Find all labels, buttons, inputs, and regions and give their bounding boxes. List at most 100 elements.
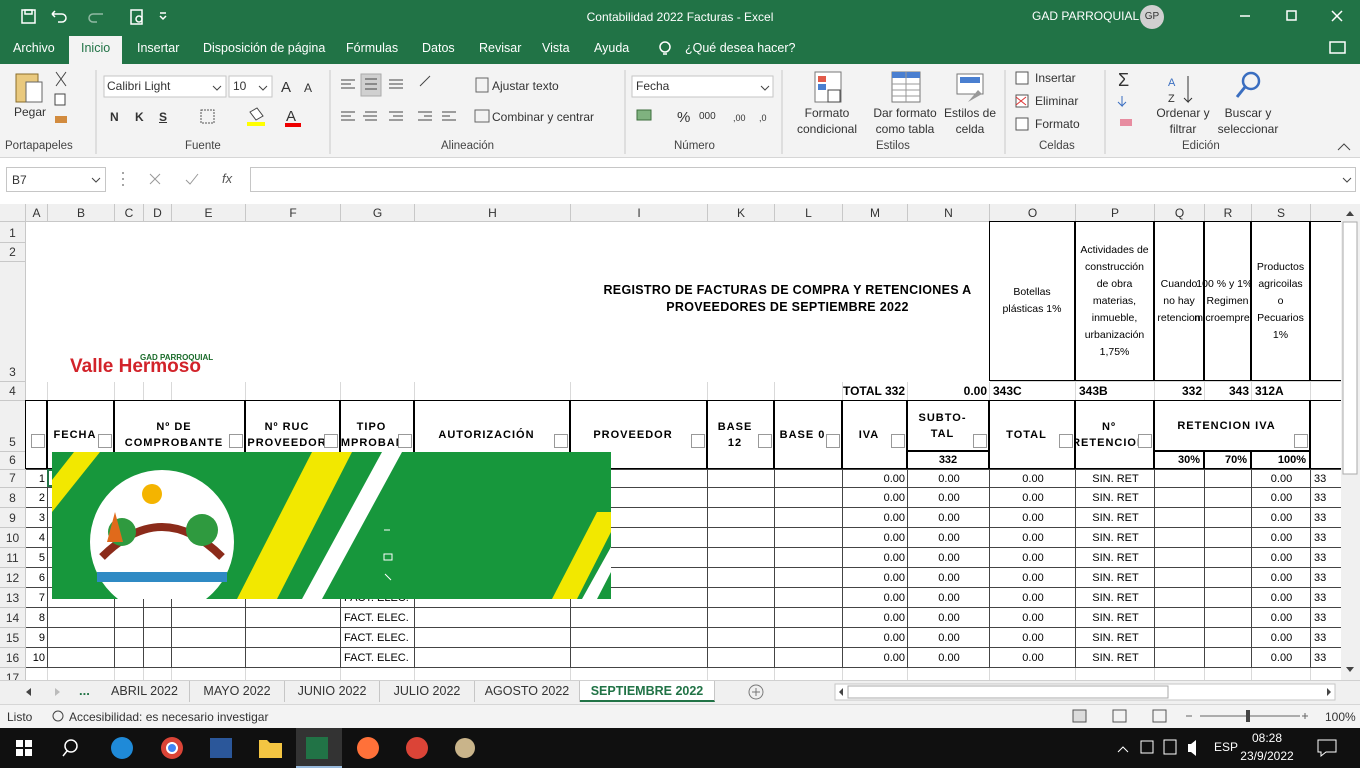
cell[interactable] (1252, 488, 1311, 508)
record-cell[interactable]: SIN. RET (1092, 572, 1139, 584)
corner[interactable] (0, 204, 26, 222)
zoom-level[interactable]: 100% (1325, 710, 1356, 724)
cell[interactable] (1076, 608, 1155, 628)
column-title[interactable]: IVA (842, 400, 907, 469)
conditional-format[interactable]: Formato condicional (796, 106, 858, 136)
record-cell[interactable]: 0.00 (1022, 572, 1044, 584)
cell[interactable] (115, 628, 144, 648)
record-cell[interactable]: 0.00 (938, 473, 960, 485)
column-header[interactable]: E (172, 204, 246, 222)
column-header[interactable]: P (1076, 204, 1155, 222)
cell[interactable] (1155, 648, 1205, 668)
cell[interactable] (1076, 648, 1155, 668)
total-cell[interactable]: 343 (1228, 384, 1249, 398)
cell[interactable] (571, 528, 708, 548)
column-header[interactable]: N (908, 204, 990, 222)
cell[interactable] (172, 668, 246, 680)
delete-cells[interactable]: Eliminar (1035, 94, 1079, 108)
cell[interactable] (246, 648, 341, 668)
tax-note-box[interactable] (1310, 221, 1341, 381)
column-header[interactable]: B (48, 204, 115, 222)
cell[interactable] (990, 648, 1076, 668)
header-cell[interactable] (1310, 400, 1341, 469)
cell[interactable] (144, 382, 172, 401)
cell[interactable] (1252, 508, 1311, 528)
cell[interactable] (26, 382, 48, 401)
cell[interactable] (708, 508, 775, 528)
retention-rate[interactable]: 70% (1204, 451, 1251, 469)
cell[interactable] (1155, 668, 1205, 680)
cell[interactable] (1311, 262, 1341, 382)
record-cell[interactable]: 0.00 (938, 652, 960, 664)
total-cell[interactable]: 312A (1255, 384, 1284, 398)
font-name[interactable]: Calibri Light (107, 79, 171, 93)
record-cell[interactable]: 0.00 (883, 552, 905, 564)
cell[interactable] (708, 528, 775, 548)
cell[interactable] (843, 470, 908, 488)
cell[interactable] (1252, 668, 1311, 680)
sheet-tab[interactable]: JULIO 2022 (380, 681, 475, 702)
cell[interactable] (1155, 588, 1205, 608)
filter-button[interactable] (98, 434, 112, 448)
filter-button[interactable] (691, 434, 705, 448)
record-cell[interactable]: 0.00 (1022, 492, 1044, 504)
clock-date[interactable]: 23/9/2022 (1240, 749, 1294, 763)
total-cell[interactable]: 343C (993, 384, 1022, 398)
cell[interactable] (908, 668, 990, 680)
cell[interactable] (115, 668, 144, 680)
row-header[interactable]: 3 (0, 262, 26, 382)
cell[interactable] (415, 648, 571, 668)
cell[interactable] (246, 668, 341, 680)
insert-function[interactable]: fx (222, 171, 233, 186)
ribbon-tab[interactable]: Vista (542, 41, 570, 55)
cell[interactable] (1311, 528, 1341, 548)
cell[interactable] (415, 608, 571, 628)
ribbon-tab[interactable]: Revisar (479, 41, 522, 55)
cell[interactable] (1252, 608, 1311, 628)
filter-button[interactable] (826, 434, 840, 448)
cell[interactable] (1205, 488, 1252, 508)
cell[interactable] (708, 588, 775, 608)
record-cell[interactable]: 8 (38, 612, 45, 624)
input-language[interactable]: ESP (1214, 740, 1239, 754)
filter-button[interactable] (973, 434, 987, 448)
ribbon-tab[interactable]: Fórmulas (346, 41, 399, 55)
cell[interactable] (990, 588, 1076, 608)
record-cell[interactable]: 0.00 (938, 632, 960, 644)
cell[interactable] (708, 470, 775, 488)
column-header[interactable]: L (775, 204, 843, 222)
cell[interactable] (1076, 508, 1155, 528)
formula-input[interactable] (250, 167, 1356, 192)
cell[interactable] (1205, 528, 1252, 548)
total-cell[interactable]: 343B (1079, 384, 1108, 398)
ribbon-tab[interactable]: Archivo (13, 41, 55, 55)
cell[interactable] (775, 470, 843, 488)
cell[interactable] (1311, 508, 1341, 528)
cell[interactable] (775, 548, 843, 568)
cell[interactable] (341, 608, 415, 628)
record-cell[interactable]: 33 (1314, 532, 1327, 544)
record-cell[interactable]: SIN. RET (1092, 532, 1139, 544)
insert-cells[interactable]: Insertar (1035, 71, 1076, 85)
record-cell[interactable]: 10 (32, 652, 45, 664)
cell[interactable] (115, 648, 144, 668)
cell[interactable] (48, 648, 115, 668)
column-header[interactable]: S (1252, 204, 1311, 222)
cell[interactable] (908, 588, 990, 608)
record-cell[interactable]: 0.00 (1022, 592, 1044, 604)
wrap-text[interactable]: Ajustar texto (492, 79, 559, 93)
record-cell[interactable]: 33 (1314, 632, 1327, 644)
cell[interactable] (1205, 648, 1252, 668)
row-header[interactable]: 17 (0, 668, 26, 680)
column-title[interactable]: TOTAL (989, 400, 1075, 469)
row-header[interactable]: 8 (0, 488, 26, 508)
column-header[interactable]: C (115, 204, 144, 222)
cell[interactable] (908, 648, 990, 668)
record-cell[interactable]: SIN. RET (1092, 552, 1139, 564)
cell[interactable] (1252, 648, 1311, 668)
format-cells[interactable]: Formato (1035, 117, 1080, 131)
cell[interactable] (708, 382, 775, 401)
cell[interactable] (1311, 470, 1341, 488)
number-format[interactable]: Fecha (636, 79, 670, 93)
row-header[interactable]: 12 (0, 568, 26, 588)
